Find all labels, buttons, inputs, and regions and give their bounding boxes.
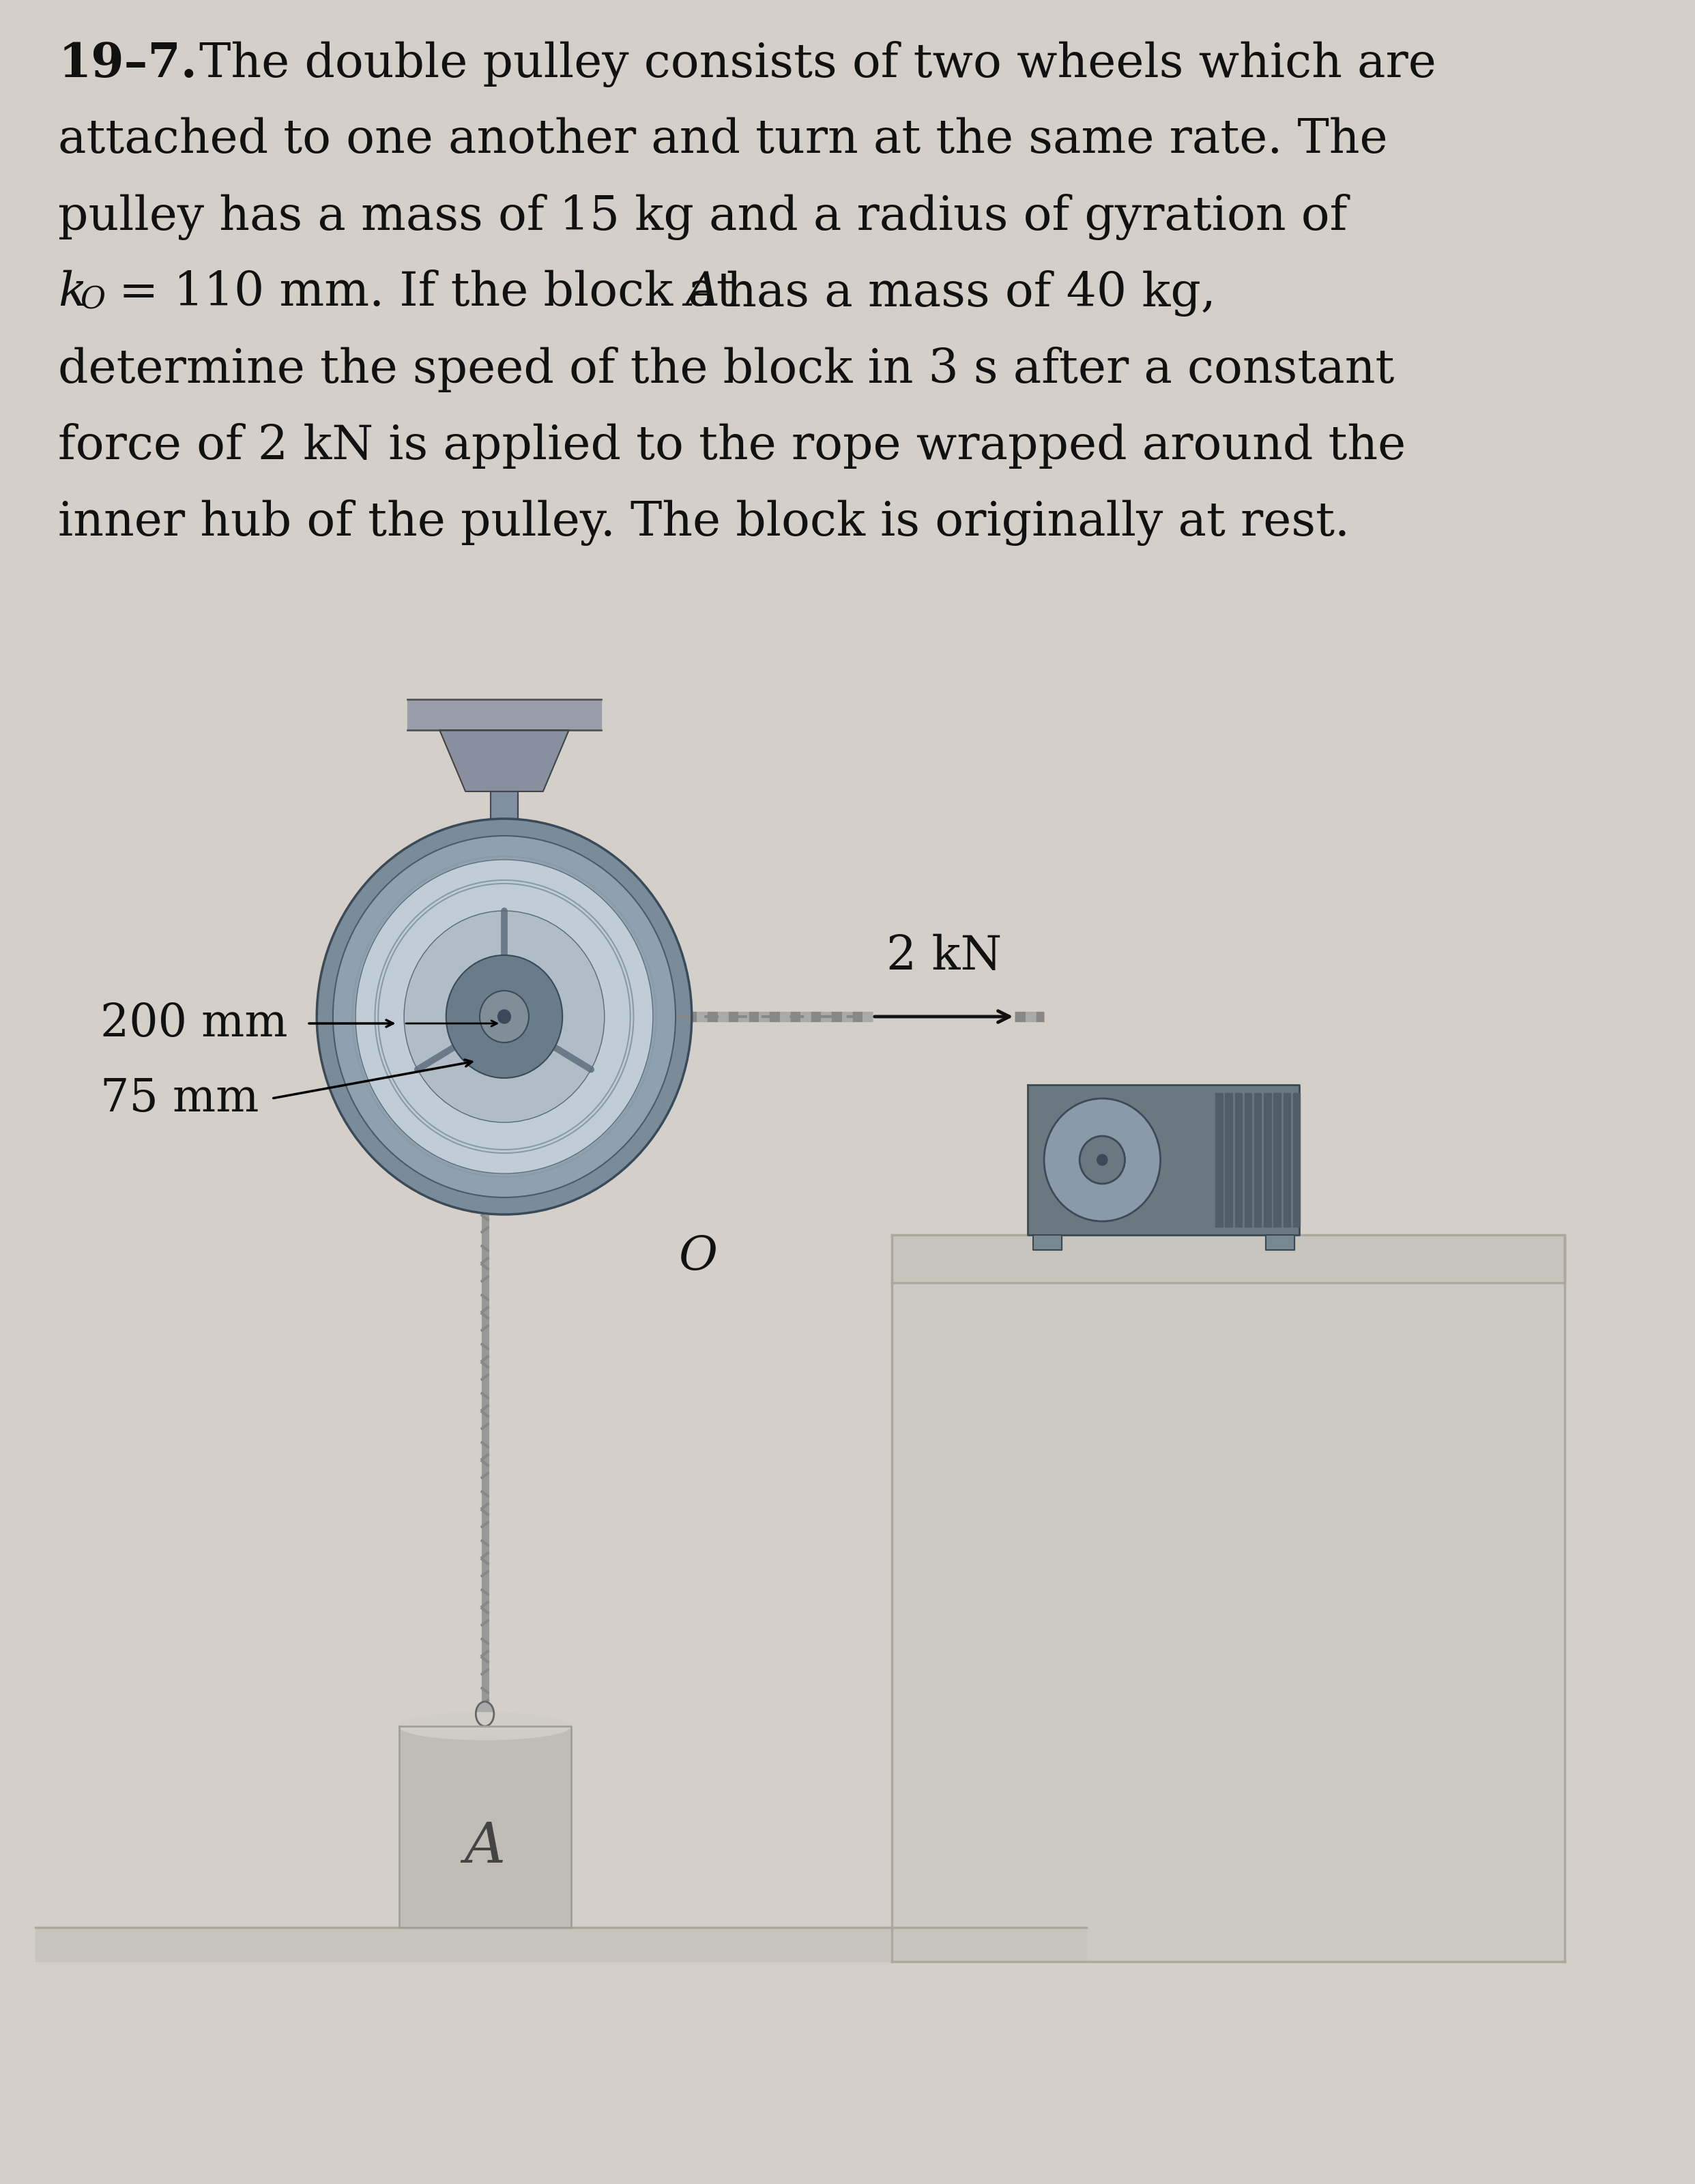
Text: O: O bbox=[80, 286, 105, 314]
Polygon shape bbox=[892, 1282, 1564, 1961]
Ellipse shape bbox=[476, 1701, 493, 1725]
Circle shape bbox=[498, 1009, 510, 1024]
Circle shape bbox=[356, 860, 653, 1173]
Circle shape bbox=[1097, 1155, 1107, 1166]
Text: 2 kN: 2 kN bbox=[886, 935, 1002, 978]
Circle shape bbox=[403, 911, 605, 1123]
Polygon shape bbox=[1264, 1092, 1271, 1227]
Polygon shape bbox=[36, 1928, 1086, 1961]
Text: determine the speed of the block in 3 s after a constant: determine the speed of the block in 3 s … bbox=[58, 347, 1395, 393]
Polygon shape bbox=[439, 729, 570, 791]
Circle shape bbox=[1080, 1136, 1125, 1184]
Bar bbox=[1032, 1234, 1061, 1249]
Polygon shape bbox=[1215, 1092, 1222, 1227]
Text: k: k bbox=[58, 271, 86, 317]
Text: inner hub of the pulley. The block is originally at rest.: inner hub of the pulley. The block is or… bbox=[58, 500, 1349, 546]
Text: A: A bbox=[685, 271, 720, 317]
Text: pulley has a mass of 15 kg and a radius of gyration of: pulley has a mass of 15 kg and a radius … bbox=[58, 194, 1348, 240]
Polygon shape bbox=[1244, 1092, 1251, 1227]
Text: has a mass of 40 kg,: has a mass of 40 kg, bbox=[712, 271, 1215, 317]
Text: force of 2 kN is applied to the rope wrapped around the: force of 2 kN is applied to the rope wra… bbox=[58, 424, 1407, 470]
Polygon shape bbox=[892, 1234, 1564, 1282]
Text: 19–7.: 19–7. bbox=[58, 41, 197, 87]
Polygon shape bbox=[1234, 1092, 1242, 1227]
Polygon shape bbox=[1254, 1092, 1261, 1227]
Bar bbox=[1266, 1234, 1295, 1249]
Text: O: O bbox=[678, 1234, 717, 1280]
Text: 75 mm: 75 mm bbox=[100, 1077, 259, 1120]
Polygon shape bbox=[1225, 1092, 1232, 1227]
Circle shape bbox=[446, 954, 563, 1079]
Polygon shape bbox=[1283, 1092, 1290, 1227]
Text: A: A bbox=[464, 1819, 505, 1874]
Circle shape bbox=[332, 836, 676, 1197]
Bar bbox=[400, 1725, 571, 1928]
Circle shape bbox=[317, 819, 692, 1214]
Polygon shape bbox=[1293, 1092, 1300, 1227]
Polygon shape bbox=[490, 791, 519, 1016]
Text: attached to one another and turn at the same rate. The: attached to one another and turn at the … bbox=[58, 118, 1388, 162]
Circle shape bbox=[1044, 1099, 1161, 1221]
Polygon shape bbox=[1027, 1085, 1300, 1234]
Text: 200 mm: 200 mm bbox=[100, 1000, 288, 1046]
Text: The double pulley consists of two wheels which are: The double pulley consists of two wheels… bbox=[185, 41, 1436, 87]
Ellipse shape bbox=[400, 1712, 571, 1741]
Polygon shape bbox=[1273, 1092, 1281, 1227]
Polygon shape bbox=[407, 699, 602, 729]
Circle shape bbox=[480, 992, 529, 1042]
Text: = 110 mm. If the block at: = 110 mm. If the block at bbox=[103, 271, 751, 314]
